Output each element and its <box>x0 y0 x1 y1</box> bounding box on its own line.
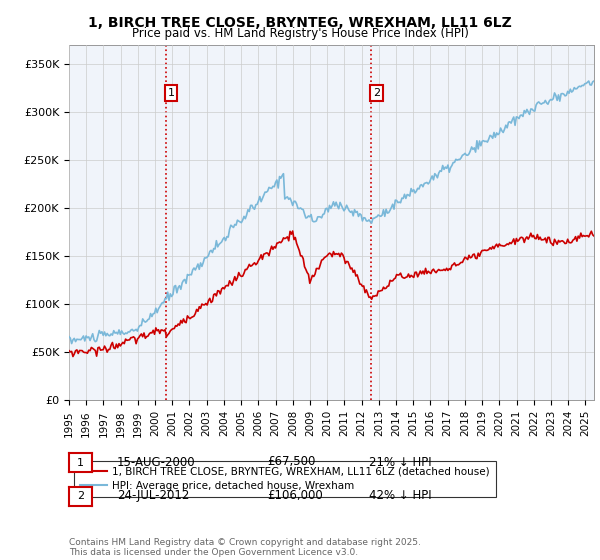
Text: 15-AUG-2000: 15-AUG-2000 <box>117 455 196 469</box>
Text: 24-JUL-2012: 24-JUL-2012 <box>117 489 190 502</box>
Text: 1, BIRCH TREE CLOSE, BRYNTEG, WREXHAM, LL11 6LZ: 1, BIRCH TREE CLOSE, BRYNTEG, WREXHAM, L… <box>88 16 512 30</box>
Text: 21% ↓ HPI: 21% ↓ HPI <box>369 455 431 469</box>
Text: 2: 2 <box>77 491 84 501</box>
Text: 1: 1 <box>167 88 175 98</box>
Text: 2: 2 <box>373 88 380 98</box>
Legend: 1, BIRCH TREE CLOSE, BRYNTEG, WREXHAM, LL11 6LZ (detached house), HPI: Average p: 1, BIRCH TREE CLOSE, BRYNTEG, WREXHAM, L… <box>74 461 496 497</box>
Text: £106,000: £106,000 <box>267 489 323 502</box>
Text: 1: 1 <box>77 458 84 468</box>
Text: £67,500: £67,500 <box>267 455 316 469</box>
Text: Contains HM Land Registry data © Crown copyright and database right 2025.
This d: Contains HM Land Registry data © Crown c… <box>69 538 421 557</box>
Text: 42% ↓ HPI: 42% ↓ HPI <box>369 489 431 502</box>
Text: Price paid vs. HM Land Registry's House Price Index (HPI): Price paid vs. HM Land Registry's House … <box>131 27 469 40</box>
